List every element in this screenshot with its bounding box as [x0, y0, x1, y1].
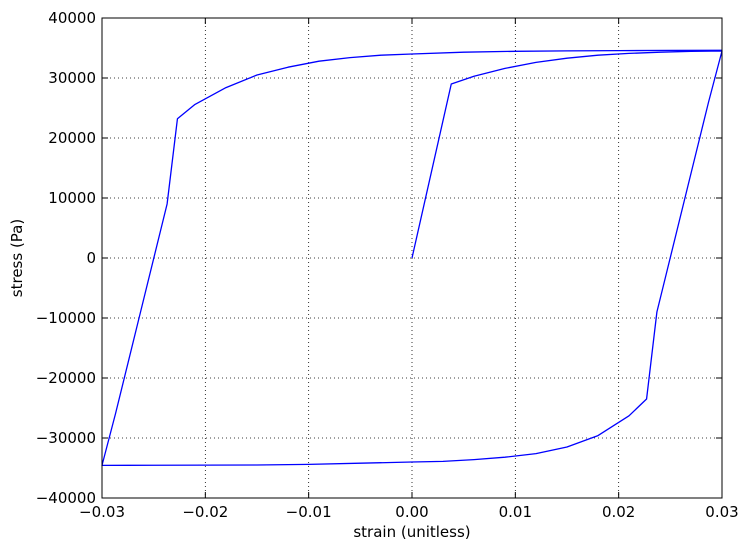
y-tick-label: −30000: [36, 429, 96, 447]
y-tick-label: 0: [86, 249, 96, 267]
x-tick-label: 0.02: [602, 503, 635, 521]
x-tick-label: −0.02: [182, 503, 228, 521]
x-tick-labels: −0.03 −0.02 −0.01 0.00 0.01 0.02 0.03: [79, 503, 739, 521]
x-tick-label: −0.01: [286, 503, 332, 521]
y-tick-label: 40000: [48, 9, 96, 27]
x-axis-label: strain (unitless): [353, 523, 470, 541]
y-tick-label: 30000: [48, 69, 96, 87]
y-tick-label: −20000: [36, 369, 96, 387]
grid-lines: [102, 18, 722, 498]
y-tick-label: −40000: [36, 489, 96, 507]
hysteresis-series-line: [101, 49, 723, 467]
y-tick-label: 10000: [48, 189, 96, 207]
y-axis-label: stress (Pa): [8, 219, 26, 297]
x-tick-label: 0.03: [705, 503, 738, 521]
x-tick-label: 0.00: [395, 503, 428, 521]
y-tick-labels: −40000 −30000 −20000 −10000 0 10000 20000 30000…: [36, 9, 96, 507]
x-tick-label: −0.03: [79, 503, 125, 521]
y-tick-label: −10000: [36, 309, 96, 327]
x-tick-label: 0.01: [499, 503, 532, 521]
series-layer: [101, 49, 723, 467]
plot-frame: [101, 17, 723, 499]
y-tick-label: 20000: [48, 129, 96, 147]
